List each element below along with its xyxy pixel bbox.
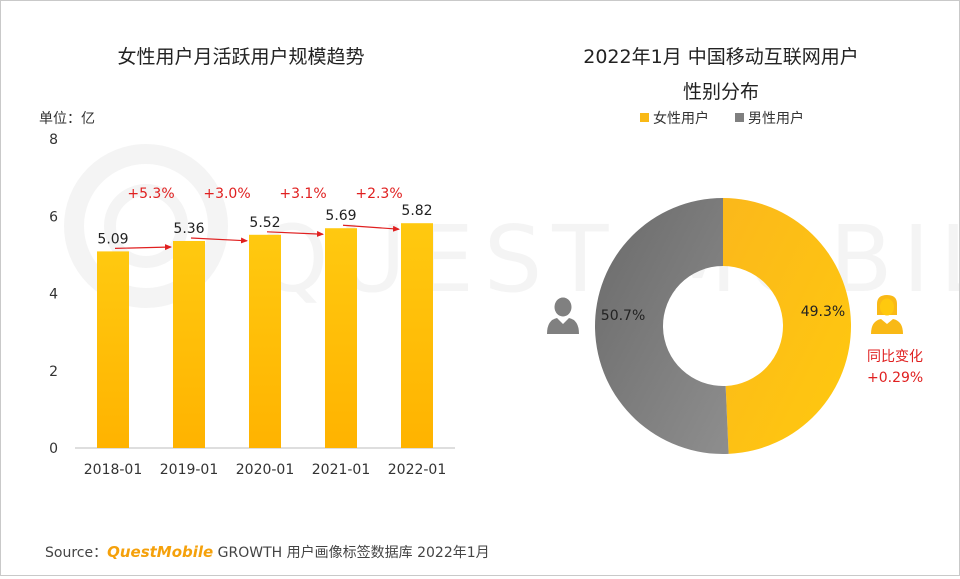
source-brand: QuestMobile	[107, 543, 213, 561]
donut-chart	[595, 198, 852, 454]
donut-slice-male	[595, 198, 729, 454]
growth-label: +3.1%	[279, 186, 326, 202]
y-tick-label: 8	[49, 132, 58, 148]
bar	[173, 240, 205, 448]
donut-value-label: 49.3%	[801, 304, 845, 320]
legend-label: 女性用户	[653, 110, 709, 127]
bar-value-label: 5.36	[173, 221, 204, 237]
growth-label: +2.3%	[355, 186, 402, 202]
yoy-change-label: 同比变化	[867, 349, 923, 365]
growth-label: +5.3%	[127, 186, 174, 202]
bar-value-label: 5.09	[97, 231, 128, 247]
bar	[97, 251, 129, 448]
female-user-icon	[871, 295, 903, 334]
bar-value-labels: 5.09 5.36 5.52 5.69 5.82	[97, 203, 432, 247]
bar-value-label: 5.82	[401, 203, 432, 219]
donut-slice-female	[723, 198, 852, 454]
donut-value-label: 50.7%	[601, 308, 645, 324]
growth-arrow	[342, 224, 400, 232]
bar-value-label: 5.69	[325, 208, 356, 224]
bar	[325, 228, 357, 448]
y-tick-label: 2	[49, 364, 58, 380]
y-unit-label: 单位：亿	[39, 111, 95, 127]
bar	[249, 234, 281, 448]
growth-arrow	[266, 230, 324, 237]
x-axis: 2018-01 2019-01 2020-01 2021-01 2022-01	[84, 462, 447, 478]
bar-value-label: 5.52	[249, 215, 280, 231]
legend-swatch	[640, 113, 649, 122]
y-tick-label: 4	[49, 287, 58, 303]
x-tick-label: 2022-01	[388, 462, 447, 478]
growth-arrow	[190, 237, 248, 244]
left-chart-title: 女性用户月活跃用户规模趋势	[117, 46, 364, 68]
legend-swatch	[735, 113, 744, 122]
bar-series	[97, 223, 433, 448]
y-axis: 0 2 4 6 8	[49, 132, 58, 457]
growth-arrows	[114, 224, 400, 251]
male-user-icon	[547, 297, 579, 334]
right-chart-title-line2: 性别分布	[683, 81, 759, 103]
source-prefix: Source：	[45, 545, 107, 561]
x-tick-label: 2019-01	[160, 462, 219, 478]
growth-arrow	[114, 244, 172, 251]
source-text: GROWTH 用户画像标签数据库 2022年1月	[213, 544, 489, 561]
bar	[401, 223, 433, 448]
legend-label: 男性用户	[748, 110, 804, 127]
yoy-change-value: +0.29%	[867, 370, 923, 386]
x-tick-label: 2020-01	[236, 462, 295, 478]
y-tick-label: 0	[49, 441, 58, 457]
growth-label: +3.0%	[203, 186, 250, 202]
donut-value-labels: 49.3% 50.7%	[601, 304, 845, 324]
x-tick-label: 2021-01	[312, 462, 371, 478]
growth-labels: +5.3% +3.0% +3.1% +2.3%	[127, 186, 402, 202]
source-line: Source：QuestMobile GROWTH 用户画像标签数据库 2022…	[45, 543, 490, 561]
right-chart-title-line1: 2022年1月 中国移动互联网用户	[583, 46, 858, 68]
x-tick-label: 2018-01	[84, 462, 143, 478]
legend: 女性用户 男性用户	[640, 110, 804, 127]
y-tick-label: 6	[49, 209, 58, 225]
